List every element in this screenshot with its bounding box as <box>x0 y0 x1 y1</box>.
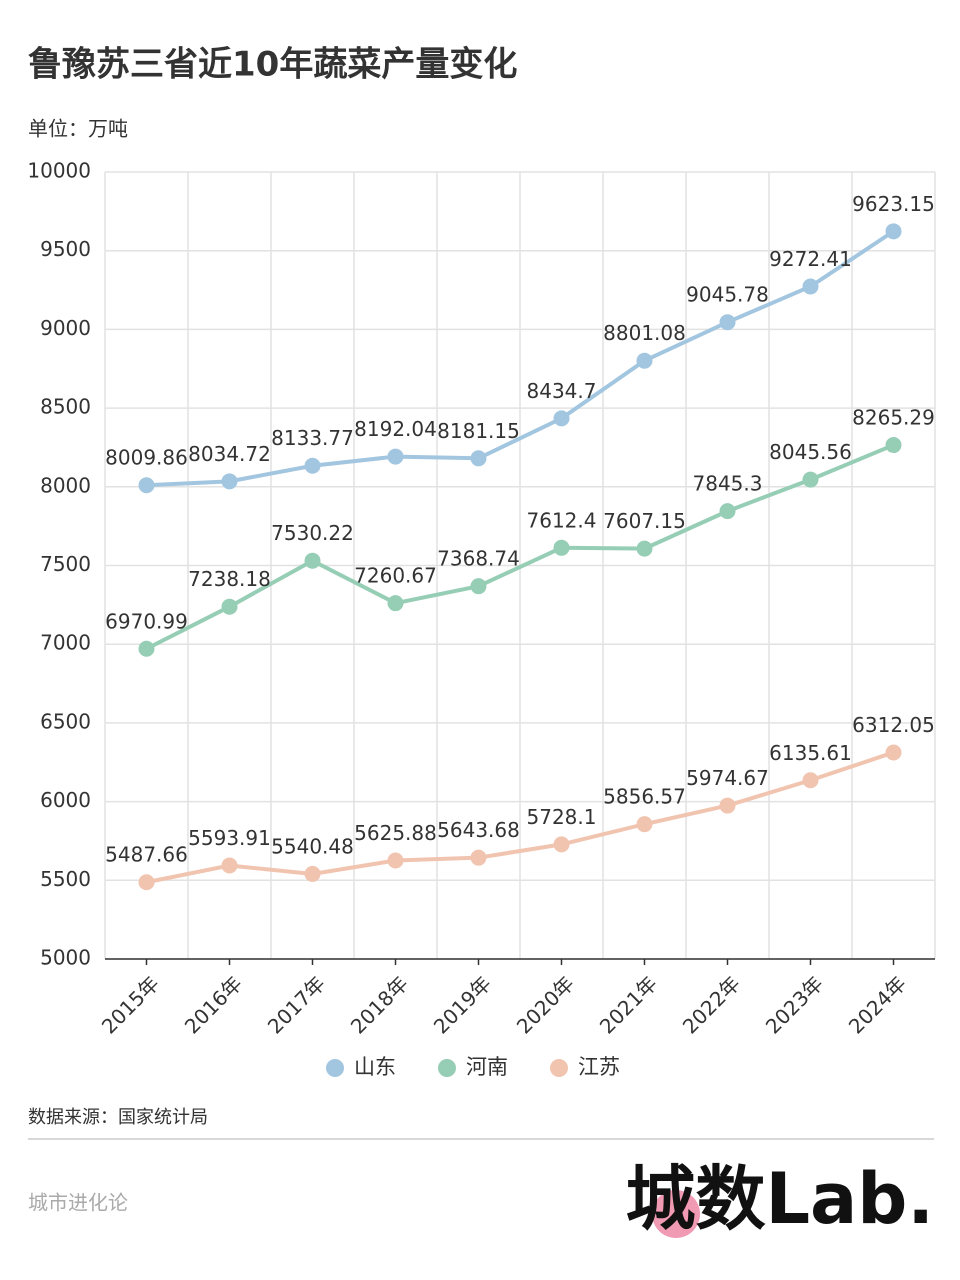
data-point <box>553 410 570 427</box>
data-label: 5593.91 <box>188 826 271 850</box>
y-tick-label: 8500 <box>40 395 91 419</box>
data-point <box>719 314 736 331</box>
y-tick-label: 7000 <box>40 631 91 655</box>
data-label: 7845.3 <box>693 472 763 496</box>
data-label: 8045.56 <box>769 440 852 464</box>
legend-label: 山东 <box>354 1055 396 1079</box>
y-tick-label: 9500 <box>40 237 91 261</box>
data-label: 5625.88 <box>354 821 437 845</box>
data-point <box>636 816 653 833</box>
data-label: 7238.18 <box>188 567 271 591</box>
data-point <box>304 457 321 474</box>
data-point <box>719 797 736 814</box>
data-point <box>885 437 902 454</box>
data-point <box>553 836 570 853</box>
data-label: 5856.57 <box>603 785 686 809</box>
data-point <box>636 352 653 369</box>
legend-marker <box>438 1059 456 1077</box>
x-tick-label: 2020年 <box>512 971 579 1038</box>
plot: 5000 5500 6000 6500 7000 7500 8000 8500 9000 9500… <box>27 159 936 1079</box>
x-tick-label: 2024年 <box>844 971 911 1038</box>
data-label: 7612.4 <box>527 508 597 532</box>
legend-marker <box>326 1059 344 1077</box>
data-point <box>885 744 902 761</box>
y-tick-label: 6500 <box>40 709 91 733</box>
legend-label: 河南 <box>466 1055 508 1079</box>
data-label: 7607.15 <box>603 509 686 533</box>
data-point <box>138 874 155 891</box>
y-tick-label: 5000 <box>40 946 91 970</box>
data-label: 5540.48 <box>271 834 354 858</box>
data-point <box>221 598 238 615</box>
data-label: 7260.67 <box>354 564 437 588</box>
x-tick-label: 2018年 <box>346 971 413 1038</box>
data-label: 7530.22 <box>271 521 354 545</box>
data-label: 5974.67 <box>686 766 769 790</box>
series-line <box>145 443 895 651</box>
x-tick-label: 2021年 <box>595 971 662 1038</box>
data-point <box>221 473 238 490</box>
data-point <box>553 539 570 556</box>
data-point <box>304 552 321 569</box>
data-point <box>138 477 155 494</box>
data-point <box>387 595 404 612</box>
data-label: 7368.74 <box>437 547 520 571</box>
y-tick-label: 9000 <box>40 316 91 340</box>
x-tick-label: 2017年 <box>263 971 330 1038</box>
data-label: 6970.99 <box>105 609 188 633</box>
brand: 城市进化论 <box>28 1191 128 1215</box>
data-label: 8009.86 <box>105 446 188 470</box>
data-point <box>387 448 404 465</box>
data-point <box>221 857 238 874</box>
series-line <box>146 750 895 885</box>
data-label: 8434.7 <box>527 379 597 403</box>
data-point <box>470 849 487 866</box>
unit-label: 单位：万吨 <box>28 117 128 141</box>
data-point <box>138 640 155 657</box>
source: 数据来源：国家统计局 <box>28 1107 208 1128</box>
data-point <box>304 865 321 882</box>
data-label: 9623.15 <box>852 192 935 216</box>
data-label: 8265.29 <box>852 406 935 430</box>
data-label: 9272.41 <box>769 247 852 271</box>
data-point <box>470 578 487 595</box>
data-label: 6135.61 <box>769 741 852 765</box>
data-point <box>719 503 736 520</box>
data-label: 9045.78 <box>686 283 769 307</box>
logo-dot <box>652 1190 700 1238</box>
data-label: 8133.77 <box>271 426 354 450</box>
data-label: 6312.05 <box>852 713 935 737</box>
data-point <box>387 852 404 869</box>
x-tick-label: 2016年 <box>180 971 247 1038</box>
y-tick-label: 8000 <box>40 473 91 497</box>
legend-label: 江苏 <box>578 1055 620 1079</box>
chart-title: 鲁豫苏三省近10年蔬菜产量变化 <box>28 45 517 85</box>
data-label: 8801.08 <box>603 321 686 345</box>
data-point <box>802 772 819 789</box>
data-label: 5728.1 <box>527 805 597 829</box>
data-label: 8034.72 <box>188 442 271 466</box>
data-label: 8181.15 <box>437 419 520 443</box>
logo: 城数Lab. <box>625 1158 934 1240</box>
x-tick-label: 2023年 <box>761 971 828 1038</box>
legend-marker <box>550 1059 568 1077</box>
data-label: 5643.68 <box>437 818 520 842</box>
data-point <box>802 471 819 488</box>
data-point <box>802 278 819 295</box>
y-tick-label: 5500 <box>40 867 91 891</box>
series-line <box>146 229 895 488</box>
y-tick-label: 7500 <box>40 552 91 576</box>
x-tick-label: 2019年 <box>429 971 496 1038</box>
y-tick-label: 10000 <box>27 159 91 183</box>
data-label: 8192.04 <box>354 417 437 441</box>
x-tick-label: 2022年 <box>678 971 745 1038</box>
data-point <box>636 540 653 557</box>
y-tick-label: 6000 <box>40 788 91 812</box>
x-tick-label: 2015年 <box>97 971 164 1038</box>
data-label: 5487.66 <box>105 843 188 867</box>
data-point <box>885 223 902 240</box>
data-point <box>470 450 487 467</box>
